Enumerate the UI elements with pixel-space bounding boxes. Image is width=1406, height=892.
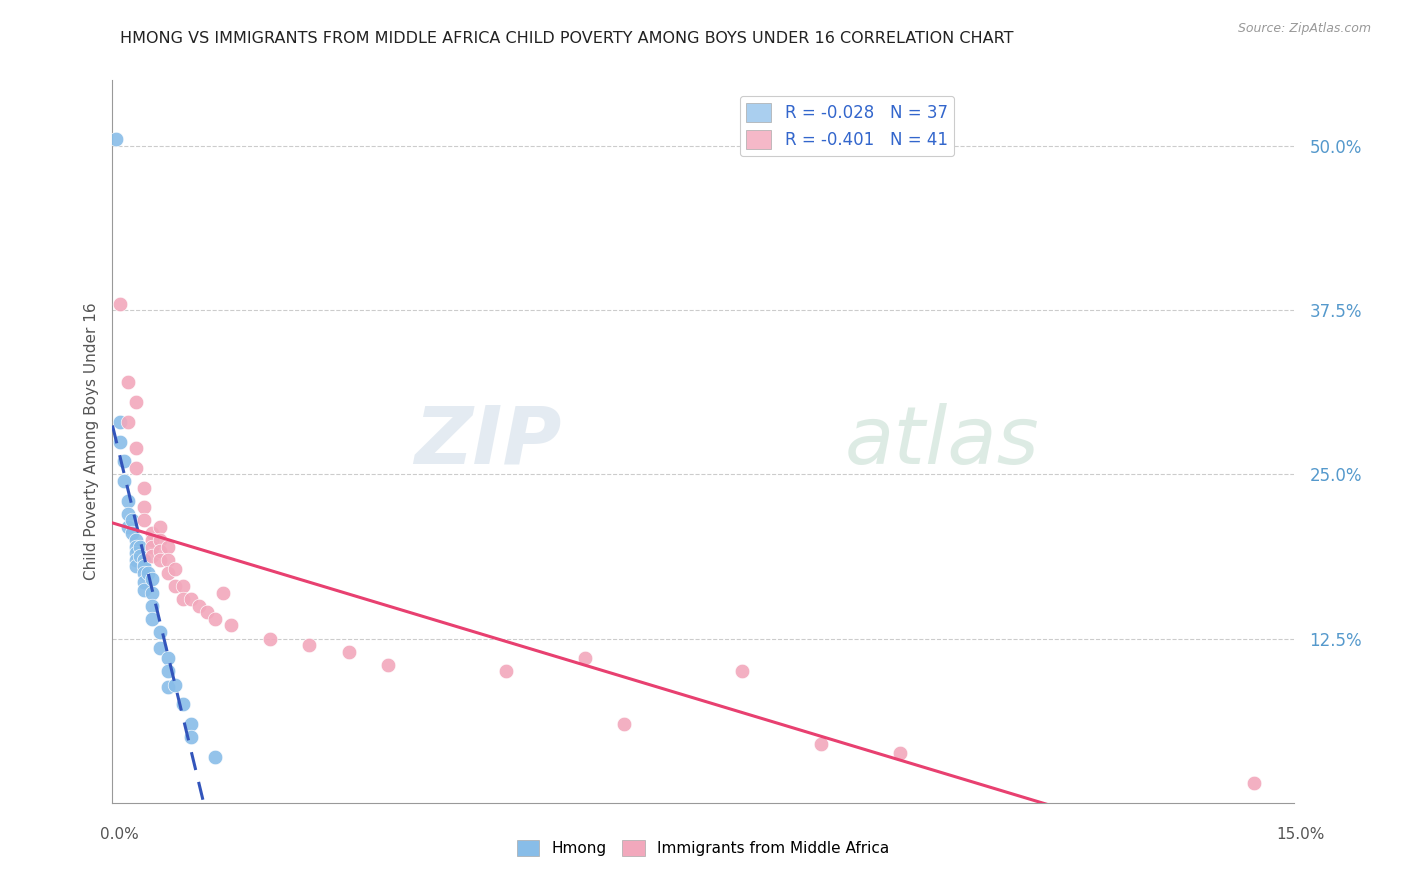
Point [204,749,226,764]
Point [810,737,832,751]
Point [149,640,172,655]
Point [132,553,155,567]
Point [132,481,155,495]
Point [121,513,143,527]
Point [149,625,172,640]
Point [125,395,148,409]
Point [112,454,135,468]
Point [156,553,179,567]
Point [165,677,187,691]
Point [337,645,360,659]
Point [132,513,155,527]
Point [188,599,211,613]
Point [141,540,163,554]
Point [117,376,139,390]
Point [117,520,139,534]
Point [149,520,172,534]
Point [731,665,754,679]
Point [125,540,148,554]
Point [125,546,148,560]
Point [172,579,194,593]
Point [149,533,172,547]
Text: ZIP: ZIP [413,402,561,481]
Point [136,566,159,580]
Point [141,573,163,587]
Point [195,605,218,619]
Point [219,618,242,632]
Point [125,441,148,455]
Point [110,434,132,449]
Point [112,474,135,488]
Point [132,575,155,590]
Point [117,493,139,508]
Point [156,651,179,665]
Point [121,526,143,541]
Point [129,549,152,563]
Text: atlas: atlas [845,402,1039,481]
Point [117,507,139,521]
Point [141,612,163,626]
Text: HMONG VS IMMIGRANTS FROM MIDDLE AFRICA CHILD POVERTY AMONG BOYS UNDER 16 CORRELA: HMONG VS IMMIGRANTS FROM MIDDLE AFRICA C… [120,31,1012,46]
Point [125,460,148,475]
Point [298,638,321,652]
Point [132,559,155,574]
Point [172,698,194,712]
Point [125,559,148,574]
Point [259,632,281,646]
Point [165,579,187,593]
Point [180,730,202,744]
Point [149,543,172,558]
Text: 15.0%: 15.0% [1277,827,1324,842]
Point [204,612,226,626]
Point [495,665,517,679]
Text: Source: ZipAtlas.com: Source: ZipAtlas.com [1237,22,1371,36]
Point [132,566,155,580]
Point [149,553,172,567]
Legend: R = -0.028   N = 37, R = -0.401   N = 41: R = -0.028 N = 37, R = -0.401 N = 41 [740,95,955,156]
Point [889,746,911,760]
Point [156,665,179,679]
Point [117,415,139,429]
Point [105,132,128,146]
Point [110,296,132,310]
Point [141,533,163,547]
Point [125,533,148,547]
Point [377,657,399,672]
Point [156,680,179,694]
Point [156,540,179,554]
Point [125,553,148,567]
Point [129,540,152,554]
Text: 0.0%: 0.0% [100,827,139,842]
Point [141,599,163,613]
Y-axis label: Child Poverty Among Boys Under 16: Child Poverty Among Boys Under 16 [83,302,98,581]
Point [156,566,179,580]
Legend: Hmong, Immigrants from Middle Africa: Hmong, Immigrants from Middle Africa [510,834,896,862]
Point [110,415,132,429]
Point [613,717,636,731]
Point [165,562,187,576]
Point [141,549,163,563]
Point [172,592,194,607]
Point [574,651,596,665]
Point [211,585,233,599]
Point [132,582,155,597]
Point [141,526,163,541]
Point [180,592,202,607]
Point [141,585,163,599]
Point [132,500,155,515]
Point [1243,776,1265,790]
Point [180,717,202,731]
